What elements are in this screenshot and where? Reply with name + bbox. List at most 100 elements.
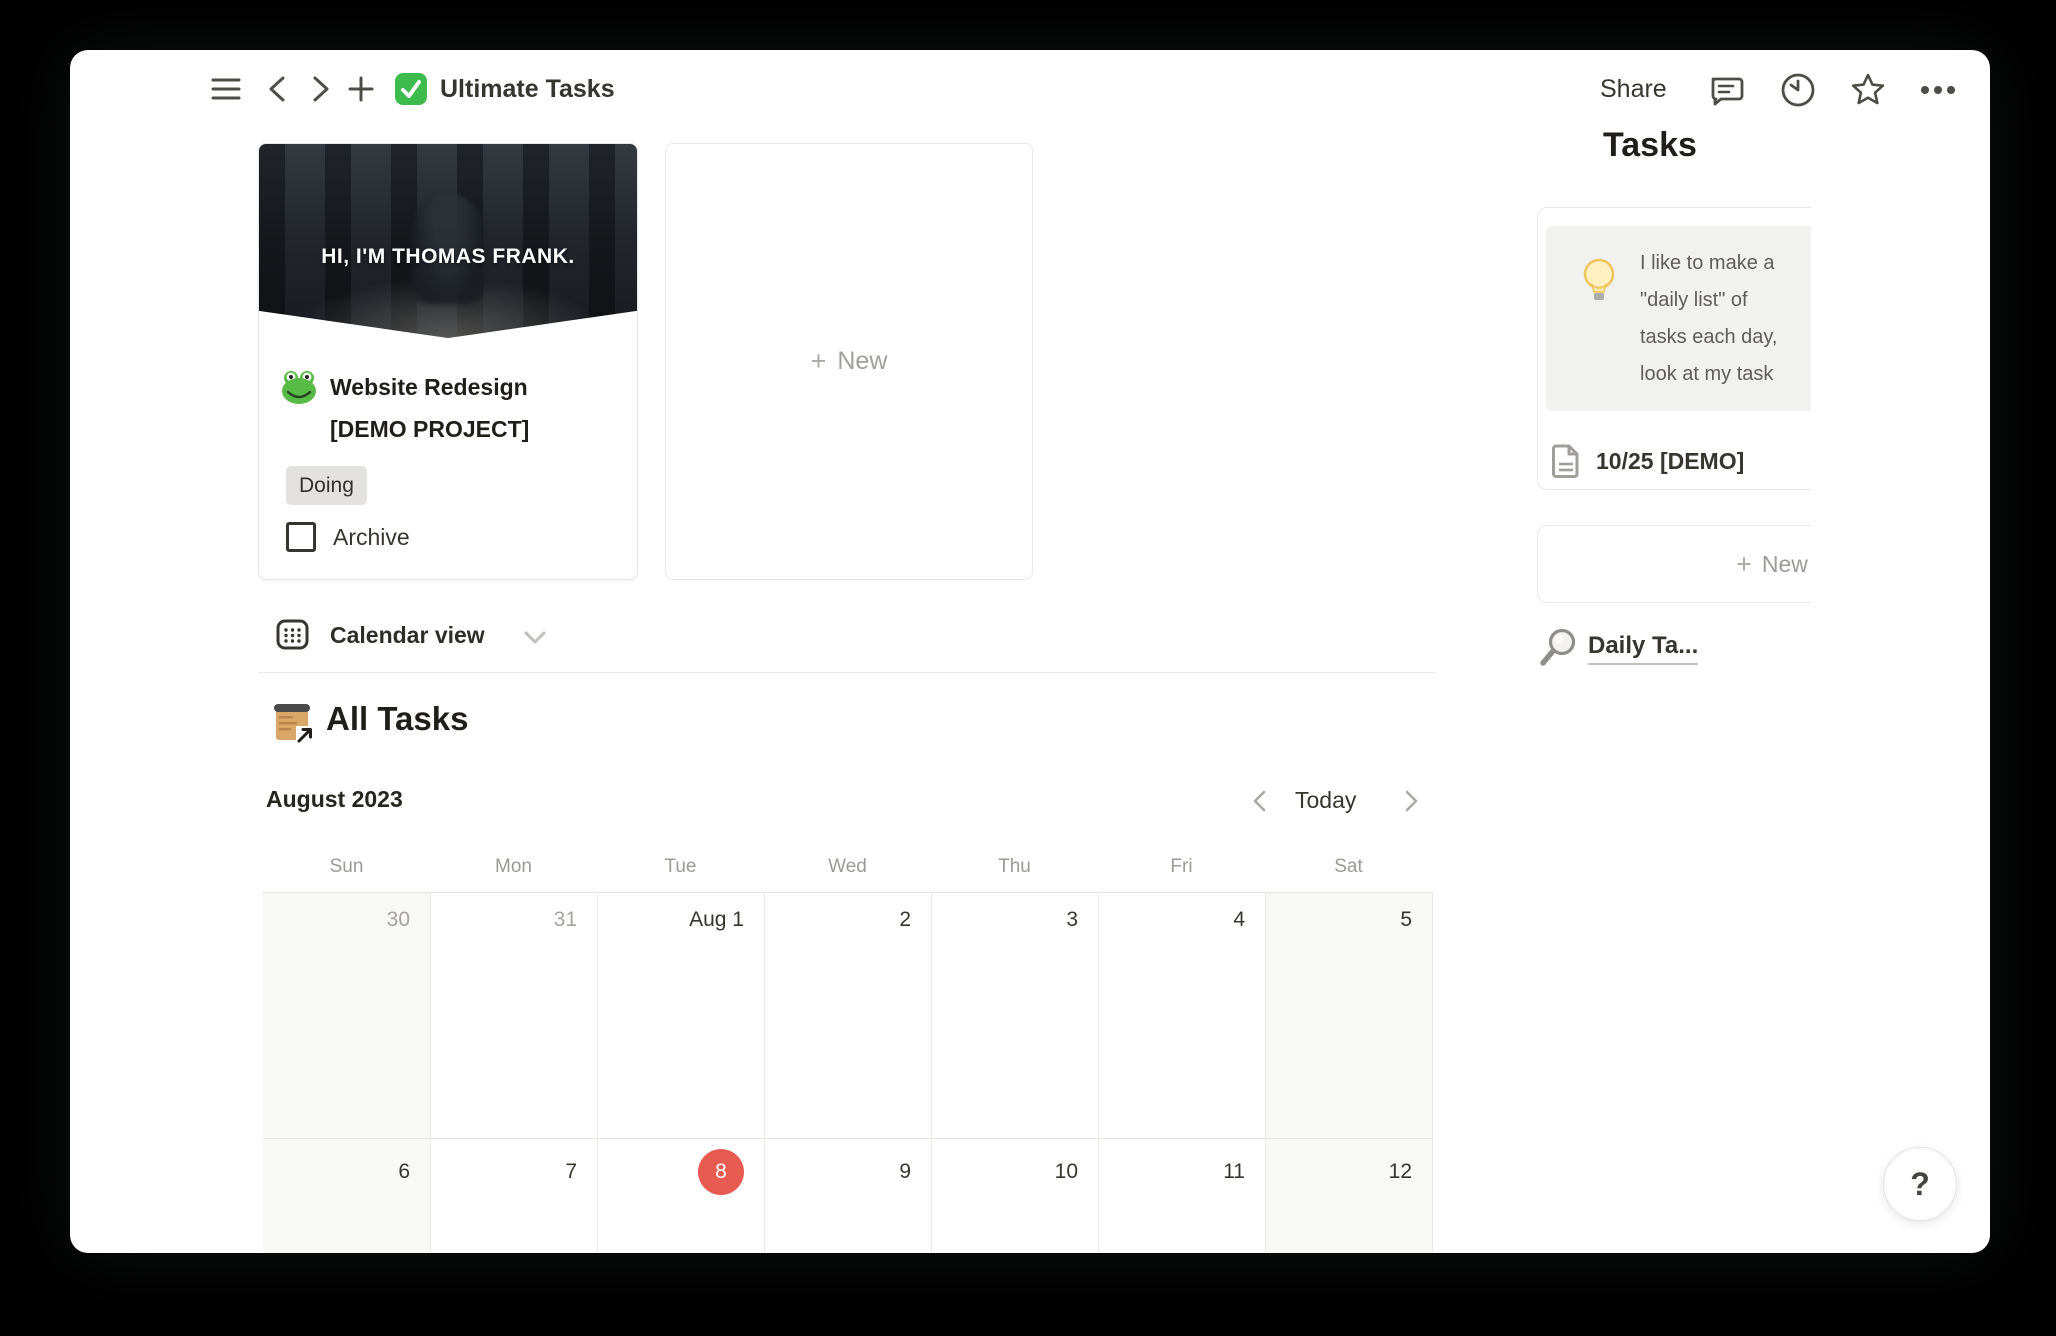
calendar-cell-day[interactable]: Aug 1 — [689, 908, 744, 931]
linked-database-title[interactable]: All Tasks — [326, 700, 469, 737]
forward-button[interactable] — [308, 74, 334, 104]
calendar-month-label: August 2023 — [266, 786, 403, 812]
updates-button[interactable] — [1778, 70, 1818, 110]
calendar-cell-day[interactable]: 31 — [553, 908, 577, 931]
side-panel-new-button[interactable]: + New — [1537, 525, 1811, 603]
chevron-left-icon — [1253, 790, 1266, 812]
calendar-prev-button[interactable] — [1248, 788, 1270, 814]
page-title[interactable]: Ultimate Tasks — [440, 75, 615, 103]
calendar-today-button[interactable]: Today — [1295, 787, 1357, 813]
help-button[interactable]: ? — [1883, 1147, 1957, 1221]
callout-text: I like to make a "daily list" of tasks e… — [1640, 245, 1777, 393]
search-page-link[interactable]: Daily Ta... — [1537, 627, 1699, 669]
back-button[interactable] — [264, 74, 290, 104]
favorite-button[interactable] — [1848, 70, 1888, 110]
gallery-new-label: New — [837, 347, 888, 375]
help-label: ? — [1910, 1165, 1930, 1202]
lightbulb-emoji-icon — [1579, 257, 1619, 303]
more-options-button[interactable] — [1918, 72, 1958, 108]
view-switcher-label[interactable]: Calendar view — [330, 622, 485, 648]
grid-line — [764, 893, 765, 1253]
grid-line — [931, 893, 932, 1253]
chevron-down-icon[interactable] — [523, 630, 547, 646]
dow-header-sun: Sun — [329, 856, 364, 877]
archive-row: Archive — [286, 522, 410, 552]
page-link-row[interactable]: 10/25 [DEMO] — [1551, 444, 1744, 478]
calendar-cell-day[interactable]: 11 — [1223, 1160, 1245, 1183]
grid-line — [263, 892, 1433, 893]
calendar-cell-day[interactable]: 9 — [899, 1160, 911, 1183]
gallery-new-card-button[interactable]: + New — [665, 143, 1033, 580]
calendar-cell-day[interactable]: 6 — [398, 1160, 410, 1183]
card-title-row: Website Redesign [DEMO PROJECT] — [281, 366, 570, 450]
archive-label: Archive — [333, 523, 410, 550]
clock-icon — [1781, 73, 1815, 107]
comment-bubble-icon — [1711, 77, 1744, 106]
check-mark-emoji-icon — [395, 73, 427, 105]
magnifying-glass-emoji-icon — [1540, 628, 1576, 666]
grid-line — [263, 1138, 1433, 1139]
calendar-cell-day[interactable]: 30 — [386, 908, 410, 931]
share-button[interactable]: Share — [1600, 75, 1667, 103]
weekend-column-bg — [1265, 893, 1432, 1253]
callout-line: "daily list" of — [1640, 289, 1748, 311]
document-icon — [1552, 444, 1579, 478]
section-divider — [258, 672, 1436, 673]
calendar-view-icon — [276, 618, 309, 651]
project-card[interactable]: HI, I'M THOMAS FRANK. Website Redesign [… — [258, 143, 638, 580]
callout-line: look at my task — [1640, 363, 1774, 385]
page-emoji-check — [394, 72, 428, 106]
hamburger-icon — [211, 78, 241, 100]
dow-header-sat: Sat — [1334, 856, 1363, 877]
calendar-cell-day[interactable]: 12 — [1388, 1160, 1412, 1183]
chevron-right-icon — [1405, 790, 1418, 812]
today-badge: 8 — [698, 1149, 744, 1195]
calendar-next-button[interactable] — [1401, 788, 1423, 814]
dow-header-wed: Wed — [828, 856, 867, 877]
callout-line: tasks each day, — [1640, 326, 1778, 348]
side-peek-panel: Tasks I like to make a "daily list" of t… — [1537, 50, 1811, 1253]
calendar-cell-today[interactable]: 8 — [597, 1149, 744, 1195]
side-panel-card[interactable]: I like to make a "daily list" of tasks e… — [1537, 207, 1811, 490]
card-title: Website Redesign [DEMO PROJECT] — [330, 374, 530, 442]
plus-icon: + — [1736, 548, 1752, 579]
status-badge: Doing — [286, 466, 367, 505]
plus-icon — [348, 76, 374, 102]
card-cover-image: HI, I'M THOMAS FRANK. — [259, 144, 637, 338]
side-panel-title: Tasks — [1603, 126, 1697, 164]
cover-caption: HI, I'M THOMAS FRANK. — [321, 244, 575, 268]
weekend-column-bg — [263, 893, 430, 1253]
dow-header-mon: Mon — [495, 856, 532, 877]
ellipsis-icon — [1921, 86, 1955, 94]
calendar-cell-day[interactable]: 3 — [1066, 908, 1078, 931]
grid-line — [597, 893, 598, 1253]
calendar-cell-day[interactable]: 2 — [899, 908, 911, 931]
chevron-left-icon — [269, 76, 285, 102]
grid-line — [1432, 893, 1433, 1253]
star-icon — [1851, 73, 1885, 105]
chevron-right-icon — [313, 76, 329, 102]
calendar-cell-day[interactable]: 7 — [565, 1160, 577, 1183]
comments-button[interactable] — [1706, 70, 1746, 110]
calendar-cell-day[interactable]: 5 — [1400, 908, 1412, 931]
dow-header-thu: Thu — [998, 856, 1031, 877]
scroll-emoji-icon — [272, 700, 314, 744]
sidebar-menu-button[interactable] — [210, 76, 242, 102]
search-link-label: Daily Ta... — [1588, 632, 1699, 665]
archive-checkbox[interactable] — [286, 522, 316, 552]
grid-line — [1265, 893, 1266, 1253]
callout-line: I like to make a — [1640, 252, 1775, 274]
calendar-cell-day[interactable]: 4 — [1233, 908, 1245, 931]
grid-line — [1098, 893, 1099, 1253]
cover-person-silhouette — [412, 194, 484, 305]
side-new-label: New — [1761, 550, 1808, 577]
notion-window: Ultimate Tasks Share HI, I'M THOMAS FRAN… — [70, 50, 1990, 1253]
dow-header-fri: Fri — [1170, 856, 1193, 877]
frog-emoji-icon — [282, 371, 316, 404]
page-link-label: 10/25 [DEMO] — [1596, 447, 1745, 474]
new-page-button[interactable] — [346, 74, 376, 104]
callout-block: I like to make a "daily list" of tasks e… — [1546, 226, 1811, 411]
dow-header-tue: Tue — [664, 856, 697, 877]
calendar-cell-day[interactable]: 10 — [1054, 1160, 1078, 1183]
